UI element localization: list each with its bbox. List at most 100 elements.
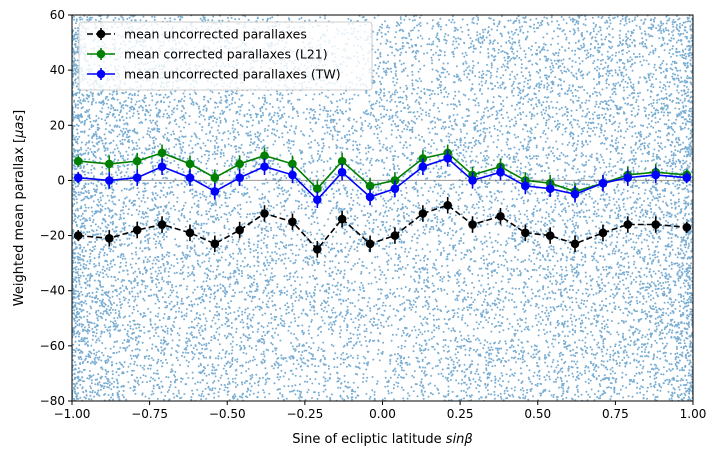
data-point xyxy=(288,170,297,180)
y-tick-label: 60 xyxy=(50,8,65,22)
series-line xyxy=(78,204,687,251)
y-axis-label-text: Weighted mean parallax [ xyxy=(12,138,27,306)
y-tick-label: −60 xyxy=(40,339,65,353)
x-tick-label: −0.25 xyxy=(286,407,323,421)
data-point xyxy=(496,167,505,177)
data-point xyxy=(418,162,428,171)
legend: mean uncorrected parallaxes mean correcte… xyxy=(78,21,373,91)
data-point xyxy=(260,162,269,171)
legend-entry-0: mean uncorrected parallaxes xyxy=(87,27,307,42)
data-point xyxy=(390,231,400,240)
data-point xyxy=(288,217,297,227)
x-tick-label: 1.00 xyxy=(680,407,707,421)
x-axis-label-math: sinβ xyxy=(446,432,473,447)
series-line xyxy=(78,157,687,201)
data-point xyxy=(104,159,114,169)
data-point xyxy=(365,181,375,191)
data-point xyxy=(365,239,375,249)
data-point xyxy=(235,159,244,169)
data-point xyxy=(443,154,453,163)
data-point xyxy=(157,162,167,171)
y-tick-label: −20 xyxy=(40,229,65,243)
data-point xyxy=(235,225,244,235)
data-point xyxy=(337,214,347,224)
data-point xyxy=(521,228,530,238)
x-tick-label: 0.75 xyxy=(602,407,629,421)
y-axis-label-close: ] xyxy=(12,110,27,115)
data-point xyxy=(73,156,83,166)
data-point xyxy=(682,223,692,232)
data-point xyxy=(185,173,195,182)
data-point xyxy=(598,228,608,238)
legend-entry-2: mean uncorrected parallaxes (TW) xyxy=(87,67,341,82)
data-point xyxy=(157,148,167,158)
y-tick-label: 0 xyxy=(57,173,65,187)
data-point xyxy=(545,184,555,193)
series-line xyxy=(78,152,687,193)
x-axis-label-text: Sine of ecliptic latitude xyxy=(292,432,446,447)
data-point xyxy=(185,159,195,169)
series-2 xyxy=(73,150,692,208)
data-point xyxy=(682,173,692,182)
data-point xyxy=(73,173,83,182)
x-tick-label: 0.25 xyxy=(447,407,474,421)
y-tick-label: 20 xyxy=(50,118,65,132)
data-point xyxy=(390,184,400,193)
data-point xyxy=(260,209,269,218)
data-point xyxy=(210,173,220,182)
x-tick-label: −0.75 xyxy=(131,407,168,421)
data-point xyxy=(288,159,297,169)
data-point xyxy=(468,220,477,229)
legend-box xyxy=(78,21,373,91)
data-point xyxy=(623,220,633,229)
data-point xyxy=(468,176,477,185)
x-tick-label: −1.00 xyxy=(54,407,91,421)
data-point xyxy=(157,220,167,229)
data-point xyxy=(312,184,322,193)
data-point xyxy=(104,234,114,243)
y-axis-label: Weighted mean parallax [μas] xyxy=(12,110,27,306)
data-point xyxy=(598,178,608,188)
data-point xyxy=(210,187,220,196)
data-point xyxy=(104,176,114,185)
y-tick-label: −40 xyxy=(40,284,65,298)
data-point xyxy=(337,156,347,166)
data-point xyxy=(210,239,220,249)
data-point xyxy=(623,173,633,182)
data-point xyxy=(132,225,142,235)
data-point xyxy=(418,209,428,218)
legend-marker xyxy=(96,69,106,79)
data-point xyxy=(545,231,555,240)
data-point xyxy=(260,151,269,160)
legend-label: mean corrected parallaxes (L21) xyxy=(124,47,328,62)
legend-label: mean uncorrected parallaxes xyxy=(124,27,307,42)
data-point xyxy=(496,211,505,221)
data-point xyxy=(365,192,375,202)
y-tick-label: −80 xyxy=(40,394,65,408)
x-axis-label: Sine of ecliptic latitude sinβ xyxy=(292,432,472,447)
data-point xyxy=(651,220,661,229)
data-point xyxy=(521,181,530,191)
x-tick-label: 0.00 xyxy=(369,407,396,421)
data-point xyxy=(73,231,83,240)
y-tick-label: 40 xyxy=(50,63,65,77)
series-0 xyxy=(73,196,692,258)
data-point xyxy=(235,173,244,182)
data-point xyxy=(651,170,661,180)
data-point xyxy=(132,156,142,166)
data-point xyxy=(132,173,142,182)
x-tick-label: −0.50 xyxy=(209,407,246,421)
data-point xyxy=(185,228,195,238)
legend-marker xyxy=(96,29,106,39)
data-point xyxy=(443,200,453,210)
legend-label: mean uncorrected parallaxes (TW) xyxy=(124,67,341,82)
data-point xyxy=(570,239,580,249)
series-layer xyxy=(73,144,692,258)
legend-marker xyxy=(96,49,106,59)
data-point xyxy=(570,189,580,199)
y-axis-label-math: μas xyxy=(12,115,27,139)
axis-ticks: −1.00 −0.75 −0.50 −0.25 0.00 0.25 0.50 0.75 1.00… xyxy=(40,8,707,421)
data-point xyxy=(337,167,347,177)
legend-entry-1: mean corrected parallaxes (L21) xyxy=(87,47,328,62)
